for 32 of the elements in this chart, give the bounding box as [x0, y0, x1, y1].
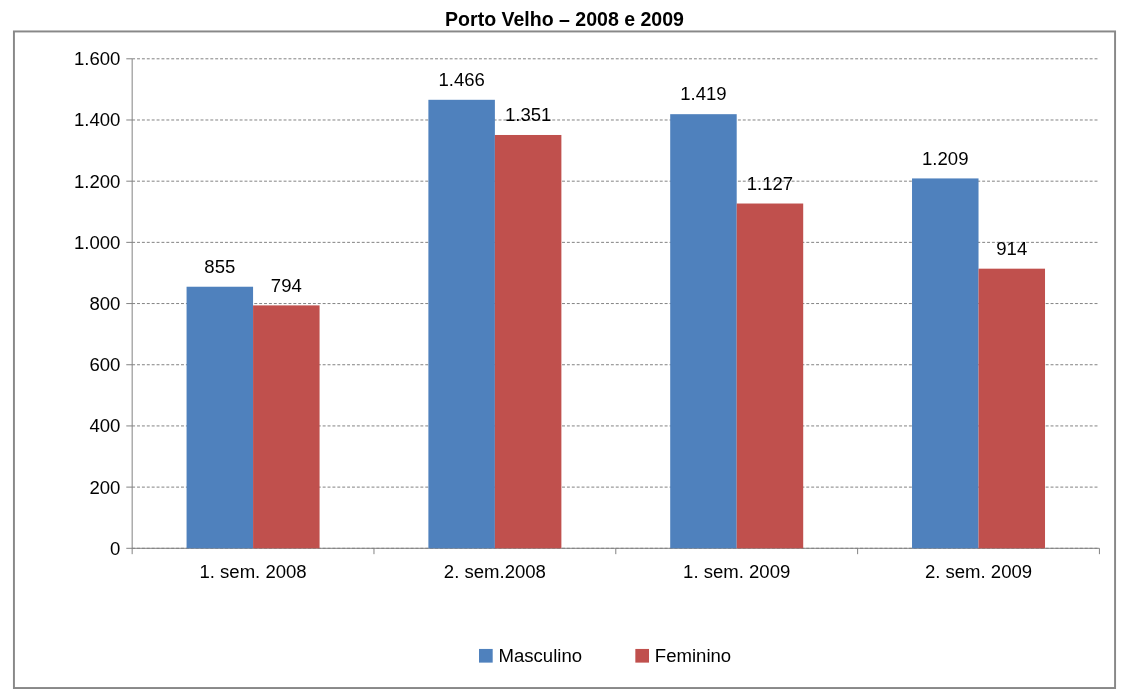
chart-title: Porto Velho – 2008 e 2009 [445, 7, 685, 30]
data-label: 914 [996, 238, 1028, 259]
y-tick-label: 400 [89, 415, 121, 437]
legend-label: Masculino [498, 645, 583, 667]
x-tick-label: 2. sem.2008 [443, 560, 546, 582]
data-label: 1.209 [922, 147, 969, 169]
y-tick-label: 1.400 [74, 109, 121, 131]
x-tick-label: 1. sem. 2009 [683, 560, 791, 582]
bar [736, 203, 804, 549]
data-label: 1.351 [504, 104, 552, 126]
x-tick-label: 2. sem. 2009 [924, 560, 1033, 582]
y-tick-label: 1.200 [74, 170, 121, 192]
y-tick-label: 1.600 [74, 48, 121, 70]
bar [186, 286, 254, 549]
y-tick-label: 1.000 [74, 231, 121, 253]
bar [428, 99, 495, 549]
data-label: 1.127 [746, 172, 794, 194]
bar [670, 114, 737, 549]
bar [253, 305, 320, 549]
bar [978, 268, 1046, 549]
y-tick-label: 200 [89, 476, 121, 498]
data-label: 1.419 [680, 83, 727, 105]
legend-label: Feminino [654, 645, 732, 667]
y-tick-label: 800 [89, 293, 121, 315]
data-label: 794 [270, 274, 302, 296]
data-label: 1.466 [438, 69, 485, 91]
bar [912, 178, 979, 549]
y-tick-label: 600 [89, 354, 121, 376]
y-tick-label: 0 [110, 537, 121, 559]
data-label: 855 [204, 256, 236, 278]
x-tick-label: 1. sem. 2008 [199, 560, 307, 582]
bar [494, 134, 562, 549]
